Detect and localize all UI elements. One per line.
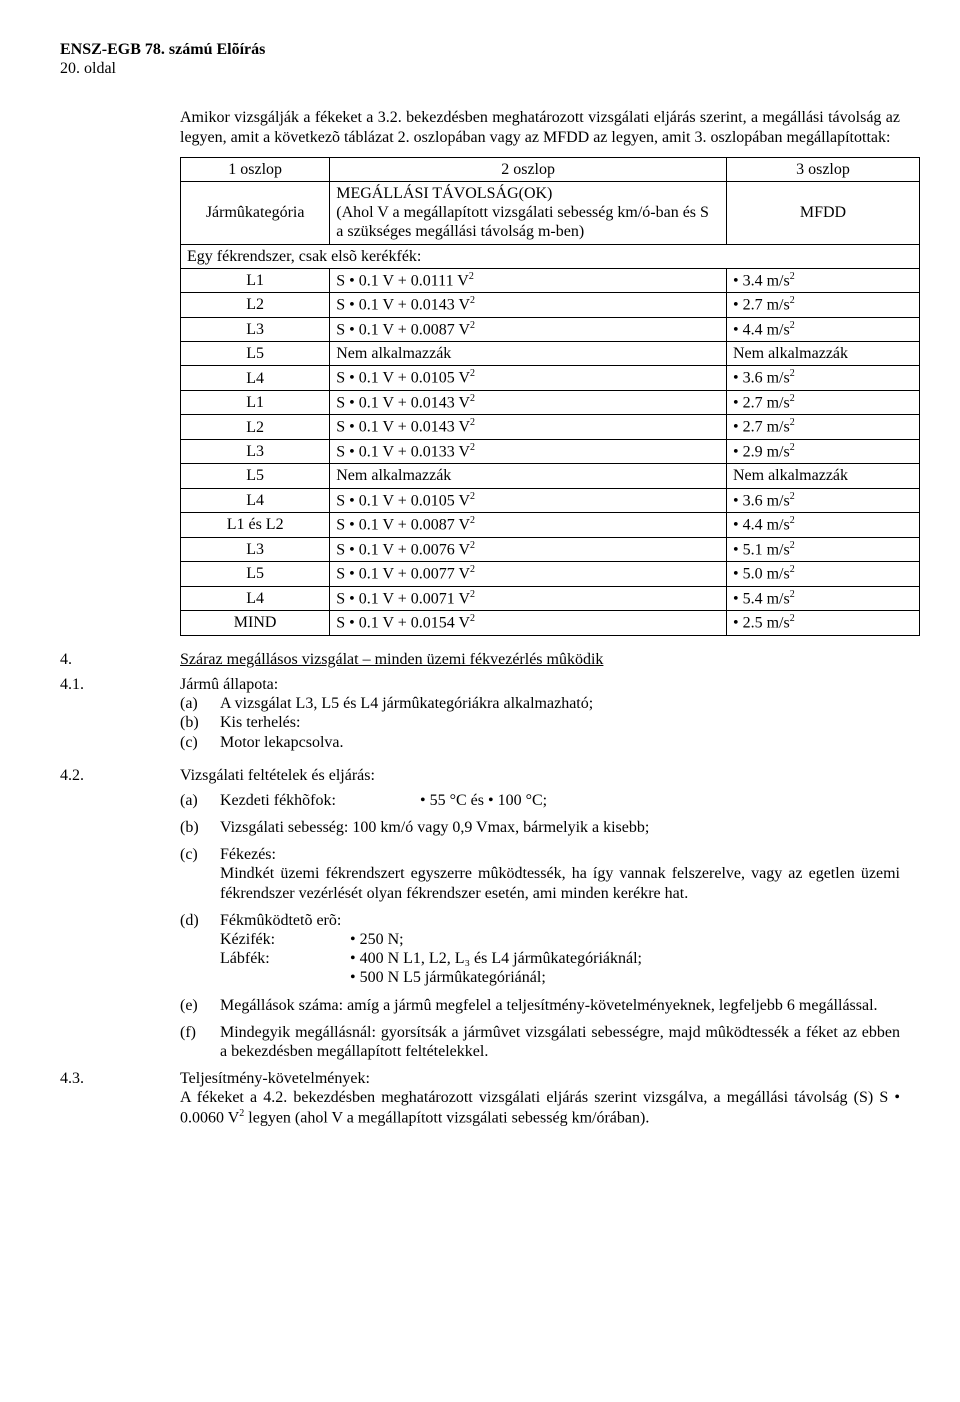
doc-title: ENSZ-EGB 78. számú Elõírás <box>60 40 900 59</box>
row-cat: L1 és L2 <box>181 513 330 538</box>
row-mfdd: • 5.1 m/s2 <box>726 537 919 562</box>
doc-page: 20. oldal <box>60 59 900 78</box>
sec-43-body: A fékeket a 4.2. bekezdésben meghatározo… <box>180 1088 900 1127</box>
row-mfdd: • 2.5 m/s2 <box>726 611 919 636</box>
row-mfdd: • 4.4 m/s2 <box>726 317 919 342</box>
s42-d-title: Fékmûködtetõ erõ: <box>220 911 900 930</box>
row-formula: S • 0.1 V + 0.0143 V2 <box>330 293 727 318</box>
s42-c-title: Fékezés: <box>220 845 900 864</box>
s42-e-lbl: (e) <box>180 996 220 1015</box>
row-formula: S • 0.1 V + 0.0076 V2 <box>330 537 727 562</box>
th-desc: MEGÁLLÁSI TÁVOLSÁG(OK) (Ahol V a megálla… <box>330 181 727 244</box>
sec-4-num: 4. <box>60 650 180 669</box>
row-cat: L5 <box>181 562 330 587</box>
sec-42-title: Vizsgálati feltételek és eljárás: <box>180 766 900 785</box>
row-formula: S • 0.1 V + 0.0111 V2 <box>330 268 727 293</box>
s42-a-val: • 55 °C és • 100 °C; <box>420 791 547 810</box>
th-col1: 1 oszlop <box>181 157 330 181</box>
row-cat: L4 <box>181 366 330 391</box>
row-formula: S • 0.1 V + 0.0143 V2 <box>330 415 727 440</box>
th-category: Jármûkategória <box>181 181 330 244</box>
row-mfdd: • 2.7 m/s2 <box>726 390 919 415</box>
sec-43-num: 4.3. <box>60 1069 180 1088</box>
row-mfdd: • 5.4 m/s2 <box>726 586 919 611</box>
row-mfdd: • 2.7 m/s2 <box>726 415 919 440</box>
s42-d-k1: Kézifék: <box>220 930 350 949</box>
intro-paragraph: Amikor vizsgálják a fékeket a 3.2. bekez… <box>180 108 900 146</box>
s42-a-key: Kezdeti fékhõfok: <box>220 791 420 810</box>
row-formula: S • 0.1 V + 0.0133 V2 <box>330 439 727 464</box>
row-cat: L4 <box>181 488 330 513</box>
row-formula: S • 0.1 V + 0.0105 V2 <box>330 488 727 513</box>
stopping-distance-table: 1 oszlop 2 oszlop 3 oszlop Jármûkategóri… <box>180 157 920 636</box>
row-cat: L3 <box>181 537 330 562</box>
row-mfdd: Nem alkalmazzák <box>726 464 919 488</box>
th-col2: 2 oszlop <box>330 157 727 181</box>
sec-41-title: Jármû állapota: <box>180 675 900 694</box>
th-col3: 3 oszlop <box>726 157 919 181</box>
sec-41-num: 4.1. <box>60 675 180 694</box>
row-mfdd: • 3.6 m/s2 <box>726 366 919 391</box>
s41-c: Motor lekapcsolva. <box>220 733 900 752</box>
s41-c-lbl: (c) <box>180 733 220 752</box>
row-formula: S • 0.1 V + 0.0071 V2 <box>330 586 727 611</box>
row-mfdd: Nem alkalmazzák <box>726 342 919 366</box>
s42-c-lbl: (c) <box>180 845 220 903</box>
row-formula: S • 0.1 V + 0.0087 V2 <box>330 513 727 538</box>
row-mfdd: • 2.9 m/s2 <box>726 439 919 464</box>
row-cat: L5 <box>181 342 330 366</box>
s42-b: Vizsgálati sebesség: 100 km/ó vagy 0,9 V… <box>220 818 900 837</box>
row-cat: L3 <box>181 439 330 464</box>
row-formula: S • 0.1 V + 0.0154 V2 <box>330 611 727 636</box>
s42-a-lbl: (a) <box>180 791 220 810</box>
s41-b: Kis terhelés: <box>220 713 900 732</box>
th-mfdd: MFDD <box>726 181 919 244</box>
sec-4-title: Száraz megállásos vizsgálat – minden üze… <box>180 650 900 669</box>
row-mfdd: • 5.0 m/s2 <box>726 562 919 587</box>
sec-42-num: 4.2. <box>60 766 180 785</box>
row-cat: L4 <box>181 586 330 611</box>
row-formula: S • 0.1 V + 0.0143 V2 <box>330 390 727 415</box>
row-mfdd: • 2.7 m/s2 <box>726 293 919 318</box>
row-subheader: Egy fékrendszer, csak elsõ kerékfék: <box>181 244 920 268</box>
row-formula: S • 0.1 V + 0.0105 V2 <box>330 366 727 391</box>
sec-43-title: Teljesítmény-követelmények: <box>180 1069 900 1088</box>
s42-c-body: Mindkét üzemi fékrendszert egyszerre mûk… <box>220 864 900 902</box>
row-formula: S • 0.1 V + 0.0077 V2 <box>330 562 727 587</box>
row-cat: L2 <box>181 415 330 440</box>
s42-d-v2b: • 500 N L5 jármûkategóriánál; <box>350 968 546 987</box>
row-cat: L3 <box>181 317 330 342</box>
s42-f: Mindegyik megállásnál: gyorsítsák a járm… <box>220 1023 900 1061</box>
row-cat: MIND <box>181 611 330 636</box>
s42-d-k2: Lábfék: <box>220 949 350 968</box>
s41-a-lbl: (a) <box>180 694 220 713</box>
row-formula: Nem alkalmazzák <box>330 464 727 488</box>
s42-d-v1: • 250 N; <box>350 930 404 949</box>
s42-f-lbl: (f) <box>180 1023 220 1061</box>
row-formula: S • 0.1 V + 0.0087 V2 <box>330 317 727 342</box>
row-mfdd: • 3.6 m/s2 <box>726 488 919 513</box>
s41-a: A vizsgálat L3, L5 és L4 jármûkategóriák… <box>220 694 900 713</box>
row-mfdd: • 4.4 m/s2 <box>726 513 919 538</box>
row-formula: Nem alkalmazzák <box>330 342 727 366</box>
row-mfdd: • 3.4 m/s2 <box>726 268 919 293</box>
s42-b-lbl: (b) <box>180 818 220 837</box>
s41-b-lbl: (b) <box>180 713 220 732</box>
row-cat: L2 <box>181 293 330 318</box>
row-cat: L5 <box>181 464 330 488</box>
s42-d-lbl: (d) <box>180 911 220 988</box>
blank <box>220 968 350 987</box>
row-cat: L1 <box>181 268 330 293</box>
s42-e: Megállások száma: amíg a jármû megfelel … <box>220 996 900 1015</box>
row-cat: L1 <box>181 390 330 415</box>
s42-d-v2a: • 400 N L1, L2, L₃ és L4 jármûkategóriák… <box>350 949 642 968</box>
